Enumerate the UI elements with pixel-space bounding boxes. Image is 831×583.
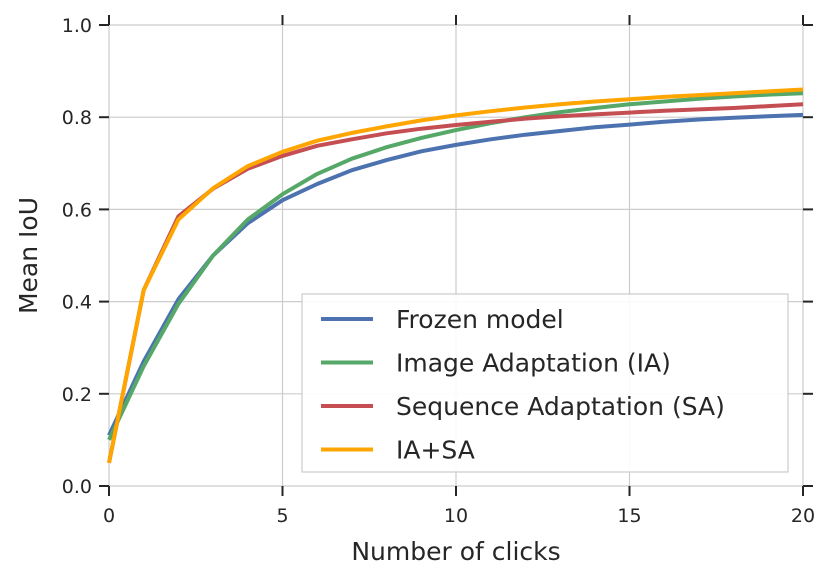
series-line [107, 87, 804, 464]
x-tick-label: 0 [103, 505, 115, 527]
series-line [107, 91, 804, 441]
legend-entry-label: Frozen model [396, 305, 564, 334]
legend-entry-label: IA+SA [396, 436, 475, 465]
y-tick-label: 0.6 [62, 199, 92, 221]
y-axis-title: Mean IoU [14, 197, 43, 314]
legend-entry-label: Image Adaptation (IA) [396, 349, 671, 378]
x-tick-label: 20 [791, 505, 815, 527]
x-tick-label: 5 [276, 505, 288, 527]
y-tick-label: 0.8 [62, 107, 92, 129]
x-tick-label: 15 [617, 505, 641, 527]
y-tick-label: 0.0 [62, 476, 92, 498]
legend: Frozen model Image Adaptation (IA) Sequenc… [301, 293, 789, 473]
legend-entry-label: Sequence Adaptation (SA) [396, 392, 725, 421]
legend-box [301, 293, 789, 473]
y-tick-label: 1.0 [62, 15, 92, 37]
x-axis-title: Number of clicks [351, 537, 560, 566]
series-lines [107, 87, 804, 464]
y-tick-label: 0.2 [62, 384, 92, 406]
axis-ticks: 0 5 10 15 20 0.0 0.2 0.4 0.6 0.8 1.0 [62, 15, 815, 527]
y-tick-label: 0.4 [62, 292, 92, 314]
x-tick-label: 10 [444, 505, 468, 527]
